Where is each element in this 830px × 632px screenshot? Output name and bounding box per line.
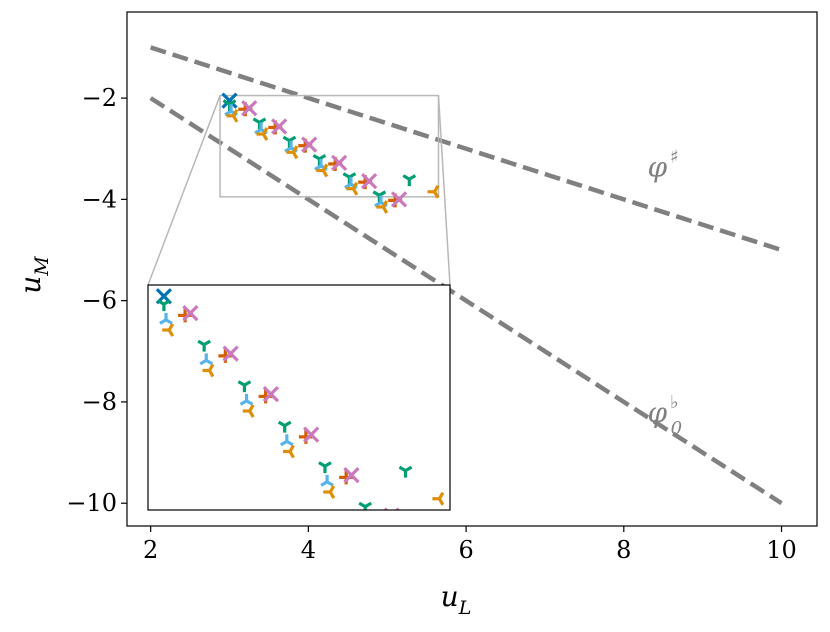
annotation-phi-flat-0: φ ♭ 0 (647, 392, 682, 439)
data-point-teal-x (221, 92, 238, 109)
inset-frame (147, 284, 451, 511)
inset-data-point-skyblue-tri-up (320, 474, 334, 487)
x-tick-label: 6 (458, 536, 473, 564)
x-tick-label: 4 (301, 536, 316, 564)
inset-data-point-amber-tri-left (202, 363, 215, 378)
y-tick-label: −8 (82, 388, 117, 416)
x-tick-label: 8 (616, 536, 631, 564)
reference-line-phi-sharp (149, 45, 783, 253)
y-tick-label: −4 (82, 185, 117, 213)
data-point-pink-x (330, 154, 348, 172)
x-axis-label: uL (441, 580, 472, 619)
inset-data-point-amber-tri-left (282, 444, 295, 459)
inset-data-point-green-tri-down (237, 380, 252, 393)
y-tick-label: −10 (66, 489, 117, 517)
x-tick-label: 10 (766, 536, 797, 564)
y-axis: −2 −4 −6 −8 −10 (66, 84, 127, 517)
zoom-region-box (219, 94, 440, 198)
annotation-phi-sharp: φ ♯ (647, 147, 678, 184)
inset-data-point-green-tri-down (197, 339, 212, 352)
data-point-amber-tri-left (427, 184, 440, 199)
inset-data-point-pink-x (262, 385, 280, 403)
data-point-amber-tri-left (376, 200, 389, 214)
inset-data-point-pink-x (182, 304, 199, 322)
inset-data-point-pink-x (343, 466, 360, 484)
data-point-pink-x (360, 173, 378, 190)
inset-data-point-skyblue-tri-up (159, 312, 173, 325)
inset-data-point-skyblue-tri-up (239, 393, 254, 406)
main-plot-frame (126, 11, 818, 527)
inset-data-point-amber-tri-left (364, 526, 375, 538)
inset-data-point-skyblue-tri-up (199, 353, 214, 366)
data-point-green-tri-down (402, 174, 417, 187)
data-point-pink-x (271, 118, 288, 135)
inset-data-point-green-tri-down (398, 465, 413, 478)
reference-line-phi-flat-0 (149, 96, 783, 506)
inset-data-point-green-tri-down (157, 299, 171, 312)
inset-data-point-amber-tri-left (242, 404, 255, 418)
data-point-pink-x (390, 191, 408, 208)
inset-data-point-skyblue-tri-up (279, 434, 294, 447)
inset-data-point-amber-tri-left (323, 485, 336, 499)
data-point-pink-x (301, 136, 318, 153)
data-point-amber-tri-left (346, 181, 359, 196)
zoom-connector-right (437, 95, 451, 286)
inset-data-point-amber-tri-left (162, 323, 175, 337)
inset-data-point-green-tri-down (358, 501, 373, 510)
inset-zoom-plot (147, 284, 451, 538)
data-point-amber-tri-left (226, 108, 239, 123)
data-point-amber-tri-left (286, 145, 299, 160)
y-tick-label: −6 (82, 287, 117, 315)
y-tick-label: −2 (82, 84, 117, 112)
inset-data-point-green-tri-down (277, 420, 292, 433)
x-tick-label: 2 (143, 536, 158, 564)
x-axis: 2 4 6 8 10 (143, 526, 797, 564)
data-point-pink-x (241, 100, 258, 117)
zoom-indicator (147, 94, 451, 286)
inset-background (148, 285, 450, 510)
inset-data-point-green-tri-down (318, 461, 332, 474)
zoom-connector-left (147, 95, 221, 286)
inset-data-point-pink-x (222, 345, 239, 362)
data-point-amber-tri-left (256, 127, 269, 141)
inset-data-point-amber-tri-left (432, 491, 445, 506)
y-axis-label: uM (14, 256, 53, 294)
data-point-amber-tri-left (316, 163, 329, 178)
inset-data-point-pink-x (303, 426, 320, 443)
